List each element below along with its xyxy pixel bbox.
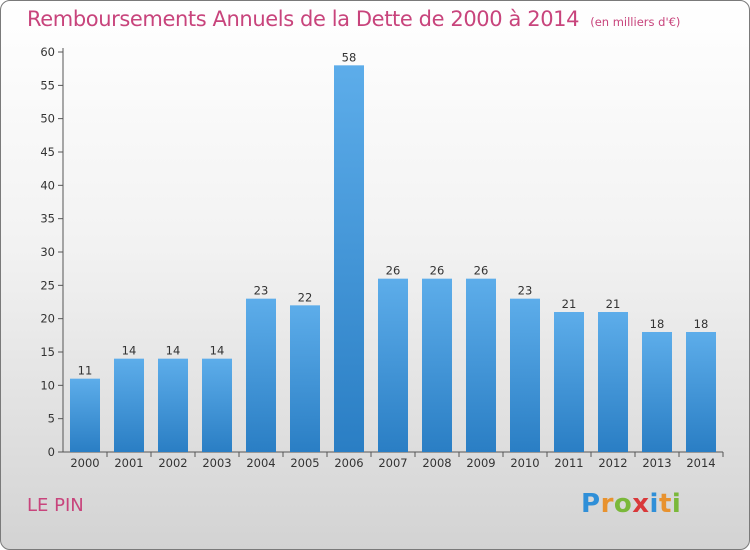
- data-label-2000: 11: [78, 364, 93, 378]
- bars: [70, 65, 716, 452]
- bar-2000: [70, 378, 100, 452]
- x-tick-label: 2000: [70, 456, 99, 470]
- y-tick-label: 35: [40, 212, 55, 226]
- x-tick-label: 2003: [202, 456, 231, 470]
- y-tick-label: 45: [40, 145, 55, 159]
- logo-letter: P: [581, 489, 601, 519]
- chart-title-main: Remboursements Annuels de la Dette de 20…: [27, 7, 580, 31]
- bar-2013: [642, 332, 672, 452]
- x-tick-label: 2001: [114, 456, 143, 470]
- logo-letter: o: [613, 489, 633, 519]
- logo-letter: x: [632, 489, 650, 519]
- y-axis: 0 5 10 15 20 25 30 35 40 45 50 55 60: [40, 45, 64, 459]
- bar-2002: [158, 358, 188, 452]
- x-tick-label: 2008: [422, 456, 451, 470]
- data-label-2001: 14: [122, 344, 137, 358]
- data-label-2011: 21: [562, 297, 577, 311]
- x-tick-label: 2002: [158, 456, 187, 470]
- data-label-2013: 18: [650, 317, 665, 331]
- bar-2012: [598, 312, 628, 452]
- y-tick-label: 25: [40, 278, 55, 292]
- data-label-2007: 26: [386, 264, 401, 278]
- data-label-2006: 58: [342, 50, 357, 64]
- y-tick-label: 50: [40, 112, 55, 126]
- x-tick-label: 2010: [510, 456, 539, 470]
- bar-2009: [466, 278, 496, 452]
- y-tick-label: 5: [48, 412, 55, 426]
- chart-title: Remboursements Annuels de la Dette de 20…: [27, 7, 680, 31]
- bar-2008: [422, 278, 452, 452]
- y-tick-label: 60: [40, 45, 55, 59]
- bar-2003: [202, 358, 232, 452]
- bar-2006: [334, 65, 364, 452]
- bar-2004: [246, 298, 276, 452]
- x-tick-label: 2004: [246, 456, 275, 470]
- y-tick-label: 40: [40, 178, 55, 192]
- x-tick-label: 2009: [466, 456, 495, 470]
- x-tick-label: 2007: [378, 456, 407, 470]
- data-label-2014: 18: [694, 317, 709, 331]
- chart-title-unit: (en milliers d'€): [590, 15, 681, 29]
- y-tick-label: 30: [40, 245, 55, 259]
- data-label-2012: 21: [606, 297, 621, 311]
- y-tick-label: 0: [48, 445, 55, 459]
- data-label-2002: 14: [166, 344, 181, 358]
- bar-2005: [290, 305, 320, 452]
- x-tick-label: 2011: [554, 456, 583, 470]
- bar-2011: [554, 312, 584, 452]
- bar-2001: [114, 358, 144, 452]
- logo-letter: t: [658, 489, 672, 519]
- x-tick-label: 2014: [686, 456, 715, 470]
- data-label-2010: 23: [518, 284, 533, 298]
- logo-letter: r: [600, 489, 614, 519]
- x-tick-label: 2012: [598, 456, 627, 470]
- data-label-2003: 14: [210, 344, 225, 358]
- commune-name: LE PIN: [27, 495, 84, 516]
- data-labels: 11 14 14 14 23 22 58 26 26 26 23 21 21 18 18: [78, 50, 709, 377]
- bar-2010: [510, 298, 540, 452]
- logo-letter: i: [649, 489, 659, 519]
- bar-2014: [686, 332, 716, 452]
- y-tick-label: 55: [40, 78, 55, 92]
- y-tick-label: 15: [40, 345, 55, 359]
- x-axis: 2000 2001 2002 2003 2004 2005 2006 2007 2008 2009…: [63, 451, 724, 470]
- proxiti-logo: Proxiti: [581, 489, 681, 519]
- bar-2007: [378, 278, 408, 452]
- x-tick-label: 2006: [334, 456, 363, 470]
- y-tick-label: 10: [40, 378, 55, 392]
- data-label-2004: 23: [254, 284, 269, 298]
- x-tick-label: 2013: [642, 456, 671, 470]
- data-label-2009: 26: [474, 264, 489, 278]
- x-tick-label: 2005: [290, 456, 319, 470]
- y-tick-label: 20: [40, 312, 55, 326]
- data-label-2005: 22: [298, 290, 313, 304]
- logo-letter: i: [671, 489, 682, 519]
- data-label-2008: 26: [430, 264, 445, 278]
